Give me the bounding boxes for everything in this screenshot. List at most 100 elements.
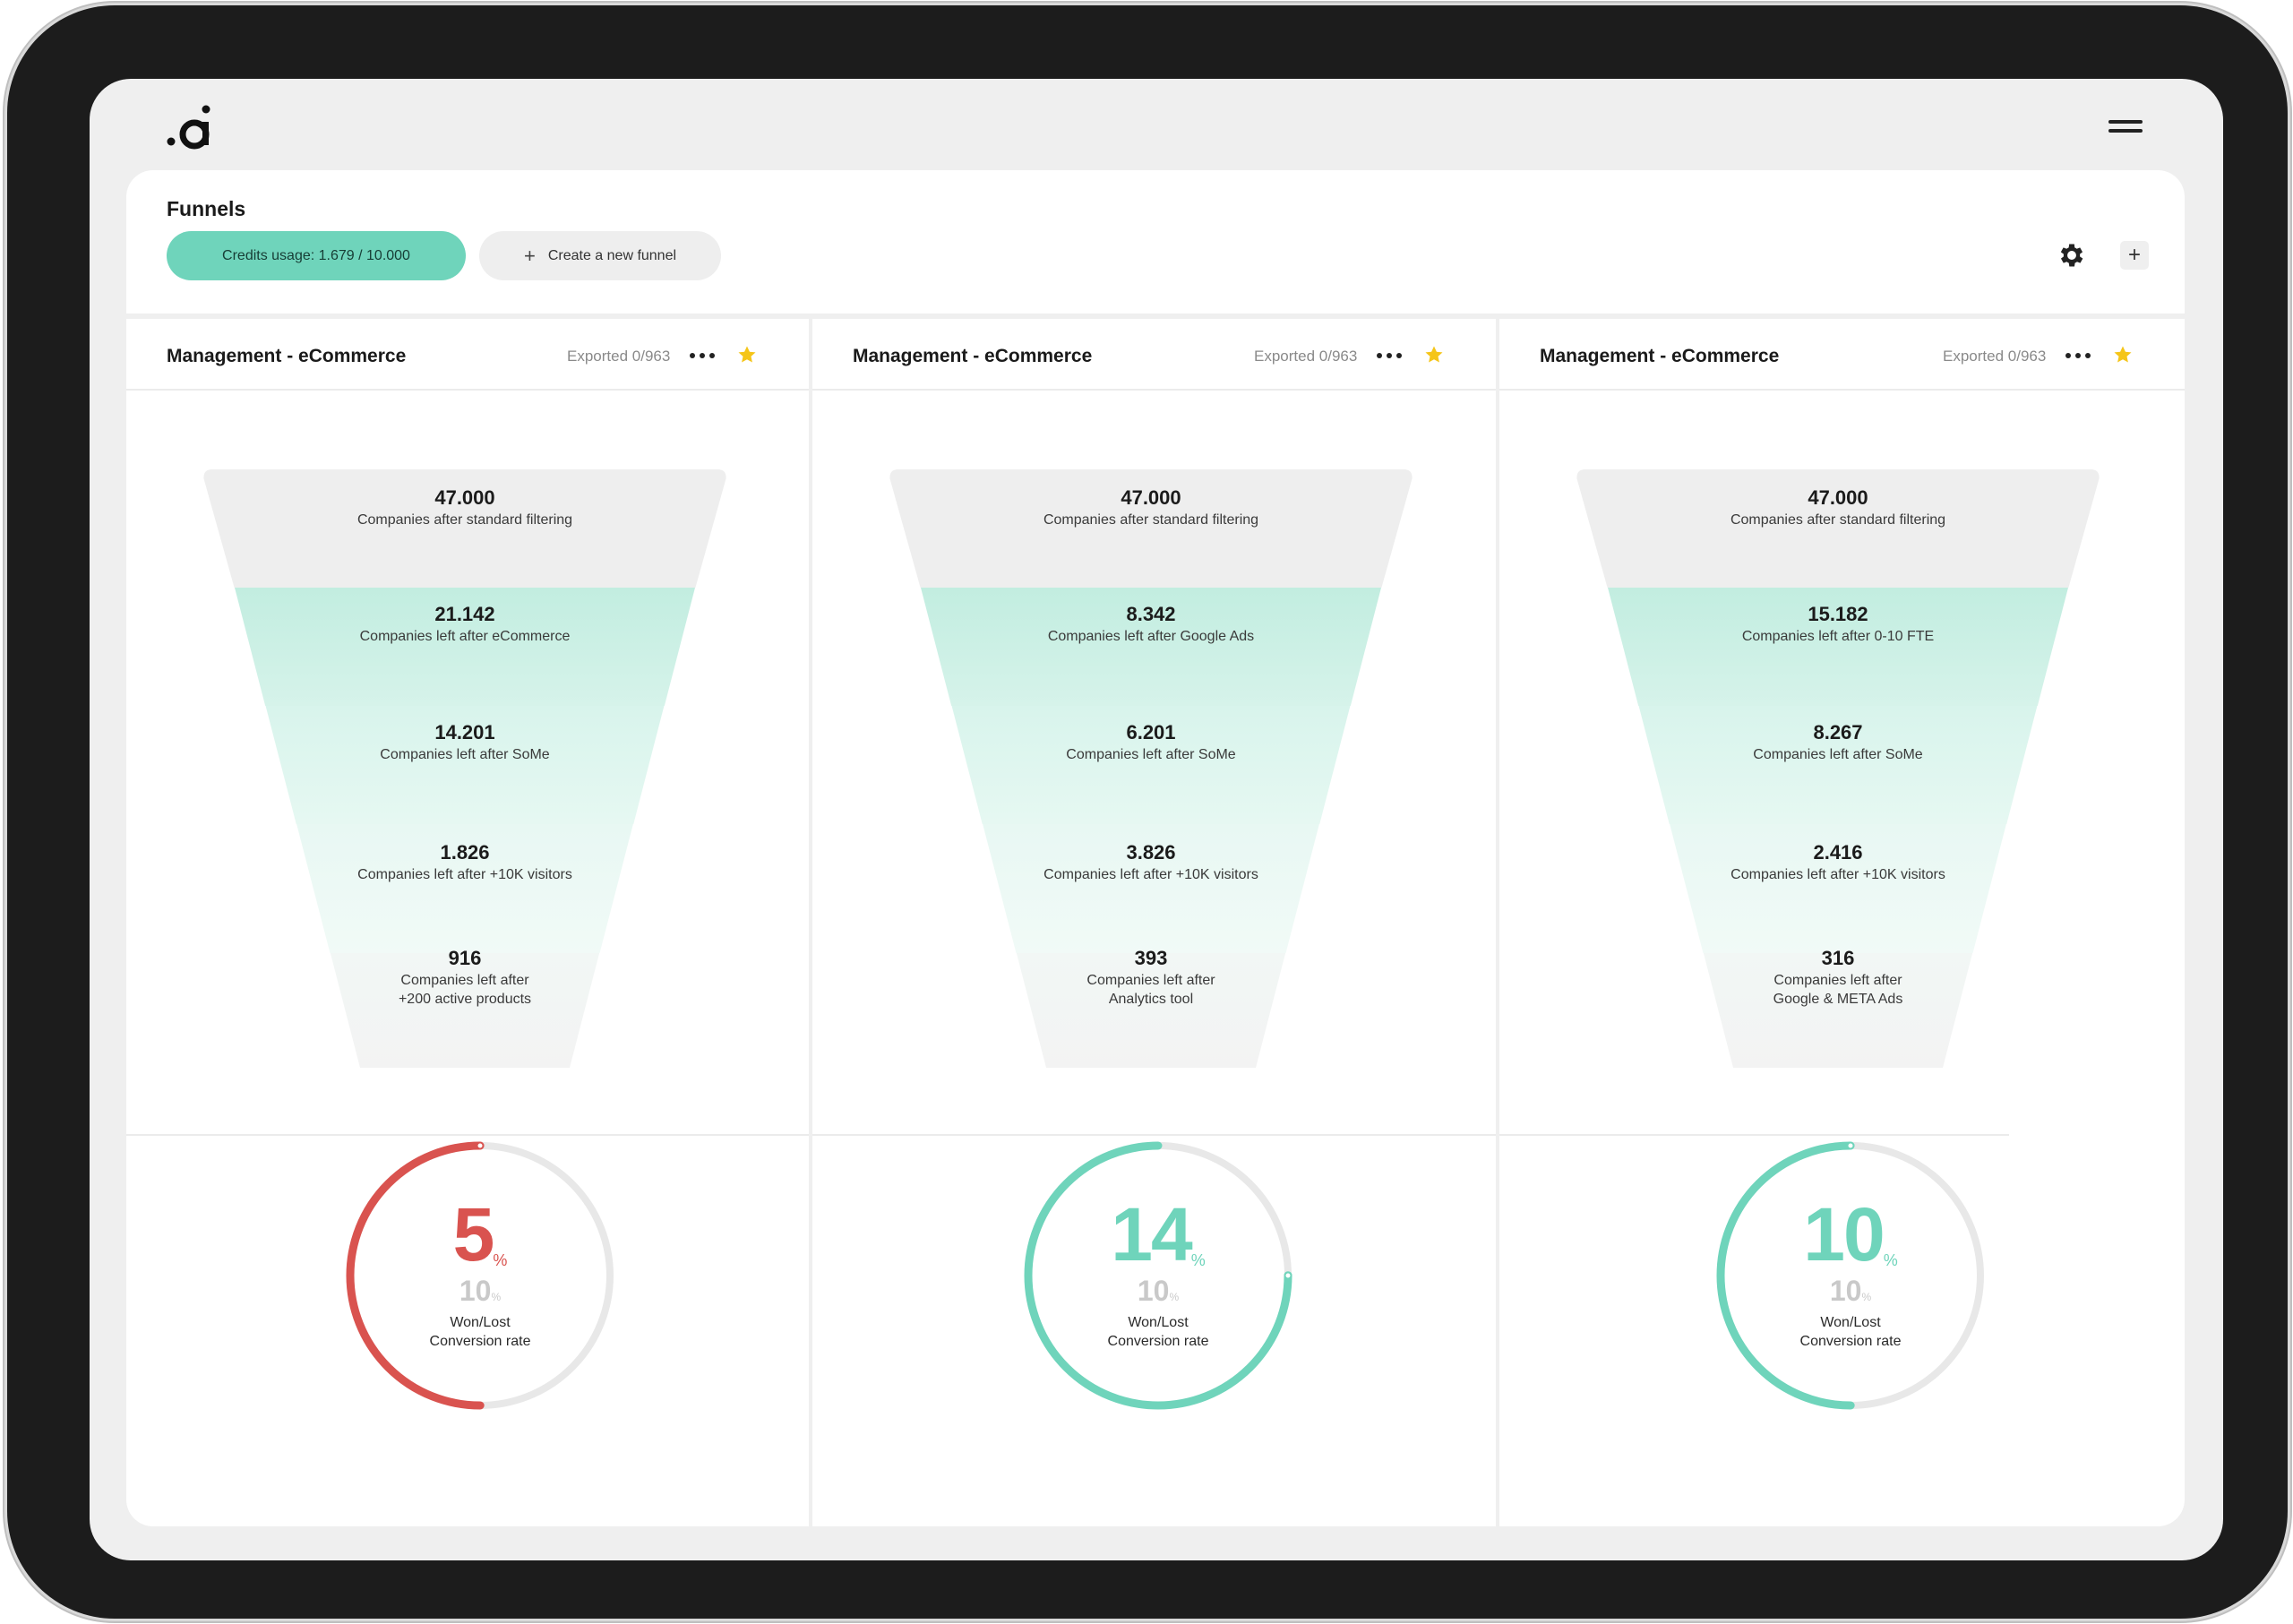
funnel-tier: [1016, 953, 1286, 1068]
funnel-tier: [920, 588, 1382, 706]
gauge-handle: [476, 1141, 485, 1150]
funnel-stage[interactable]: 3.826 Companies left after +10K visitors: [882, 840, 1420, 884]
funnel-tier: [234, 588, 696, 706]
credits-usage-button[interactable]: Credits usage: 1.679 / 10.000: [167, 231, 466, 280]
star-icon[interactable]: [736, 344, 758, 365]
panel-title: Management - eCommerce: [853, 346, 1093, 366]
stage-label: Companies left after 0-10 FTE: [1741, 629, 1935, 644]
export-count: Exported 0/963: [567, 348, 671, 365]
gear-icon[interactable]: [2057, 240, 2087, 271]
funnel-stage[interactable]: 393 Companies left after Analytics tool: [882, 946, 1420, 1009]
funnel-tier: [951, 706, 1351, 824]
conversion-rate-unit: %: [493, 1251, 508, 1269]
export-count: Exported 0/963: [1943, 348, 2047, 365]
funnel-tier: [1607, 588, 2069, 706]
stage-count: 8.267: [1813, 721, 1863, 743]
funnel-panel: Management - eCommerce Exported 0/963 47…: [1499, 319, 2185, 1526]
funnel-tier: [296, 824, 634, 953]
create-funnel-label: Create a new funnel: [547, 247, 677, 263]
stage-count: 47.000: [1808, 486, 1868, 509]
create-funnel-button[interactable]: + Create a new funnel: [479, 231, 721, 280]
funnel-stage[interactable]: 2.416 Companies left after +10K visitors: [1569, 840, 2107, 884]
stage-label: Companies left after SoMe: [1753, 747, 1923, 762]
conversion-rate-unit: %: [1190, 1251, 1206, 1269]
tablet-frame: Funnels Credits usage: 1.679 / 10.000 + …: [7, 5, 2288, 1619]
funnel-stage[interactable]: 47.000 Companies after standard filterin…: [196, 485, 734, 529]
panel-header: Management - eCommerce Exported 0/963: [1499, 319, 2185, 391]
conversion-rate-unit: %: [1883, 1251, 1898, 1269]
gauge-handle: [1846, 1141, 1855, 1150]
panel-divider: [1496, 319, 1499, 1526]
stage-count: 14.201: [434, 721, 495, 743]
funnel-stage[interactable]: 1.826 Companies left after +10K visitors: [196, 840, 734, 884]
stage-label: Companies left after Google Ads: [1047, 629, 1255, 644]
more-options-icon[interactable]: [2065, 353, 2092, 360]
app-logo: [167, 105, 210, 150]
funnel-stage[interactable]: 14.201 Companies left after SoMe: [196, 720, 734, 764]
section-divider: [812, 1134, 1496, 1136]
funnel-chart: [203, 469, 726, 1068]
stage-label: Companies left after SoMe: [1066, 747, 1236, 762]
funnel-panel: Management - eCommerce Exported 0/963 47…: [812, 319, 1496, 1526]
funnel-stage[interactable]: 316 Companies left after Google & META A…: [1569, 946, 2107, 1009]
stage-label: Companies left after +10K visitors: [1730, 867, 1945, 882]
stage-count: 6.201: [1126, 721, 1176, 743]
panel-header: Management - eCommerce Exported 0/963: [812, 319, 1496, 391]
stage-label: Companies left after +10K visitors: [1043, 867, 1258, 882]
conversion-gauge: [346, 1141, 614, 1410]
gauge-caption: Won/Lost Conversion rate: [1799, 1315, 1902, 1349]
funnel-tier: [265, 706, 665, 824]
funnel-stage[interactable]: 47.000 Companies after standard filterin…: [882, 485, 1420, 529]
panel-header: Management - eCommerce Exported 0/963: [126, 319, 809, 391]
funnel-chart: [1576, 469, 2100, 1068]
conversion-rate-number: 14: [1111, 1192, 1192, 1276]
funnels-header: Funnels Credits usage: 1.679 / 10.000 + …: [126, 170, 2185, 314]
funnel-stage[interactable]: 916 Companies left after +200 active pro…: [196, 946, 734, 1009]
gauge-caption: Won/Lost Conversion rate: [429, 1315, 531, 1349]
target-number: 10: [459, 1275, 492, 1307]
funnel-stage[interactable]: 8.267 Companies left after SoMe: [1569, 720, 2107, 764]
funnel-tier: [1703, 953, 1973, 1068]
page-title: Funnels: [167, 197, 246, 220]
target-unit: %: [1169, 1291, 1180, 1303]
panel-title: Management - eCommerce: [167, 346, 407, 366]
funnel-tier: [982, 824, 1320, 953]
target-unit: %: [491, 1291, 502, 1303]
stage-count: 47.000: [434, 486, 495, 509]
export-count: Exported 0/963: [1254, 348, 1358, 365]
stage-count: 21.142: [434, 603, 495, 625]
stage-label: Companies after standard filtering: [1043, 512, 1259, 528]
app-screen: Funnels Credits usage: 1.679 / 10.000 + …: [90, 79, 2223, 1560]
stage-label: Companies left after +10K visitors: [357, 867, 572, 882]
stage-label: Companies left after SoMe: [380, 747, 550, 762]
funnel-panel: Management - eCommerce Exported 0/963 47…: [126, 319, 809, 1526]
add-funnel-icon[interactable]: +: [2120, 241, 2149, 270]
section-divider: [126, 1134, 809, 1136]
stage-label: Companies after standard filtering: [1730, 512, 1946, 528]
panel-divider: [809, 319, 812, 1526]
target-number: 10: [1137, 1275, 1170, 1307]
funnel-stage[interactable]: 21.142 Companies left after eCommerce: [196, 602, 734, 646]
conversion-rate-number: 10: [1803, 1192, 1885, 1276]
stage-count: 3.826: [1126, 841, 1176, 864]
section-divider: [1499, 1134, 2009, 1136]
stage-count: 8.342: [1126, 603, 1176, 625]
conversion-rate-number: 5: [452, 1192, 495, 1276]
conversion-target: 10%: [364, 1276, 597, 1312]
star-icon[interactable]: [2112, 344, 2134, 365]
stage-count: 47.000: [1121, 486, 1181, 509]
conversion-target: 10%: [1042, 1276, 1275, 1312]
target-number: 10: [1829, 1275, 1862, 1307]
more-options-icon[interactable]: [690, 353, 717, 360]
gauge-handle: [1284, 1271, 1292, 1280]
star-icon[interactable]: [1423, 344, 1445, 365]
funnel-stage[interactable]: 47.000 Companies after standard filterin…: [1569, 485, 2107, 529]
hamburger-menu-icon[interactable]: [2108, 118, 2144, 136]
stage-label: Companies left after +200 active product…: [398, 973, 532, 1007]
funnel-stage[interactable]: 6.201 Companies left after SoMe: [882, 720, 1420, 764]
stage-label: Companies left after Google & META Ads: [1773, 973, 1903, 1007]
more-options-icon[interactable]: [1377, 353, 1404, 360]
funnel-stage[interactable]: 8.342 Companies left after Google Ads: [882, 602, 1420, 646]
conversion-rate-value: 5%: [364, 1197, 597, 1298]
funnel-stage[interactable]: 15.182 Companies left after 0-10 FTE: [1569, 602, 2107, 646]
